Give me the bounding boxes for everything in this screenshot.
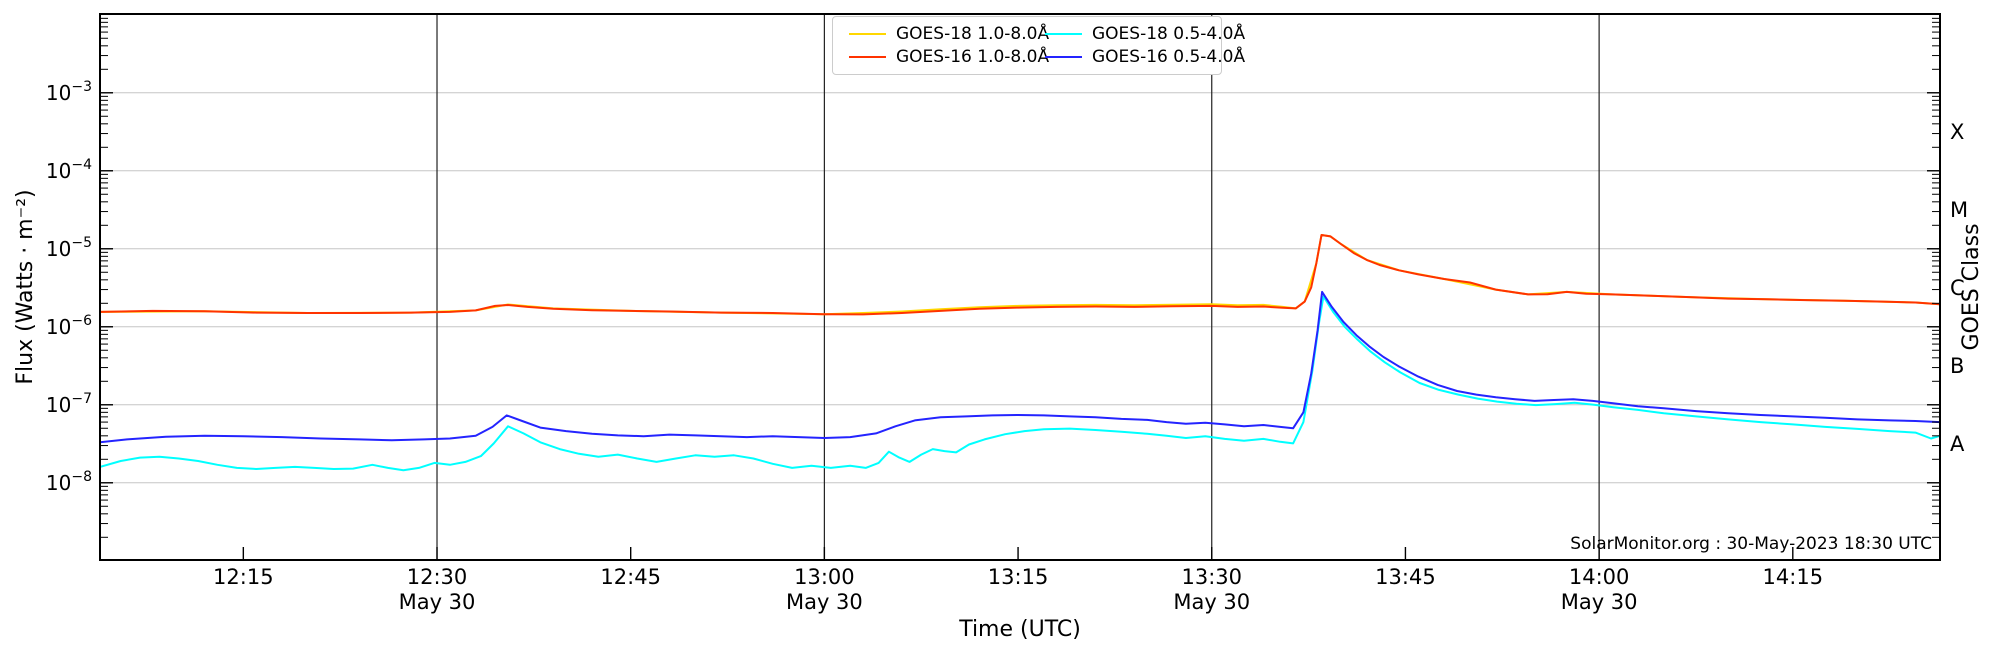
x-tick-label: 14:00 bbox=[1569, 565, 1630, 589]
x-date-label: May 30 bbox=[1173, 590, 1250, 614]
series-goes16_short bbox=[100, 290, 1940, 444]
y-axis-title-right: GOES Class bbox=[1959, 223, 1984, 350]
goes-class-label: B bbox=[1950, 354, 1964, 378]
legend-entry-label: GOES-18 1.0-8.0Å bbox=[896, 24, 1050, 44]
goes-class-label: X bbox=[1950, 120, 1964, 144]
x-tick-label: 12:15 bbox=[213, 565, 274, 589]
x-tick-label: 13:00 bbox=[794, 565, 855, 589]
series-goes16_long bbox=[100, 234, 1940, 316]
legend-entry-label: GOES-16 1.0-8.0Å bbox=[896, 47, 1050, 67]
axes-spines-ticks bbox=[99, 13, 1941, 561]
plot-border bbox=[99, 13, 1941, 561]
legend-line-sample bbox=[849, 56, 886, 58]
y-tick-label: 10−4 bbox=[46, 157, 92, 183]
x-tick-label: 13:30 bbox=[1181, 565, 1242, 589]
flux-series bbox=[100, 234, 1940, 472]
watermark-text: SolarMonitor.org : 30-May-2023 18:30 UTC bbox=[1570, 534, 1932, 554]
y-tick-label: 10−8 bbox=[46, 469, 92, 495]
legend-line-sample bbox=[849, 33, 886, 35]
date-lines bbox=[436, 14, 1600, 560]
legend-entry: GOES-16 1.0-8.0Å bbox=[849, 47, 1049, 67]
x-date-label: May 30 bbox=[1561, 590, 1638, 614]
legend-line-sample bbox=[1045, 33, 1082, 35]
y-tick-label: 10−7 bbox=[46, 391, 92, 417]
legend: GOES-18 1.0-8.0Å GOES-18 0.5-4.0Å GOES-16 … bbox=[832, 16, 1245, 75]
goes-class-label: C bbox=[1950, 276, 1965, 300]
legend-entry: GOES-18 1.0-8.0Å bbox=[849, 24, 1049, 44]
legend-entry: GOES-16 0.5-4.0Å bbox=[1045, 47, 1245, 67]
x-tick-label: 13:15 bbox=[988, 565, 1049, 589]
x-tick-label: 13:45 bbox=[1375, 565, 1436, 589]
legend-entry: GOES-18 0.5-4.0Å bbox=[1045, 24, 1245, 44]
goes-class-label: M bbox=[1950, 198, 1968, 222]
legend-line-sample bbox=[1045, 56, 1082, 58]
legend-entry-label: GOES-18 0.5-4.0Å bbox=[1092, 24, 1246, 44]
x-tick-label: 12:45 bbox=[600, 565, 661, 589]
x-tick-label: 12:30 bbox=[407, 565, 468, 589]
series-goes18_short bbox=[100, 295, 1940, 472]
y-tick-label: 10−3 bbox=[46, 79, 92, 105]
x-tick-label: 14:15 bbox=[1763, 565, 1824, 589]
legend-entry-label: GOES-16 0.5-4.0Å bbox=[1092, 47, 1246, 67]
x-axis-title: Time (UTC) bbox=[958, 617, 1081, 642]
y-gridlines bbox=[100, 92, 1940, 484]
series-goes18_long bbox=[100, 234, 1940, 316]
axis-tick-labels: 10−3 10−4 10−5 10−6 10−7 10−8 12:15 12:30 12:45 1… bbox=[46, 79, 1968, 614]
x-date-label: May 30 bbox=[786, 590, 863, 614]
x-date-label: May 30 bbox=[399, 590, 476, 614]
y-tick-label: 10−5 bbox=[46, 235, 92, 261]
y-axis-title-left: Flux (Watts · m⁻²) bbox=[13, 189, 38, 384]
goes-class-label: A bbox=[1950, 432, 1965, 456]
y-tick-label: 10−6 bbox=[46, 313, 92, 339]
